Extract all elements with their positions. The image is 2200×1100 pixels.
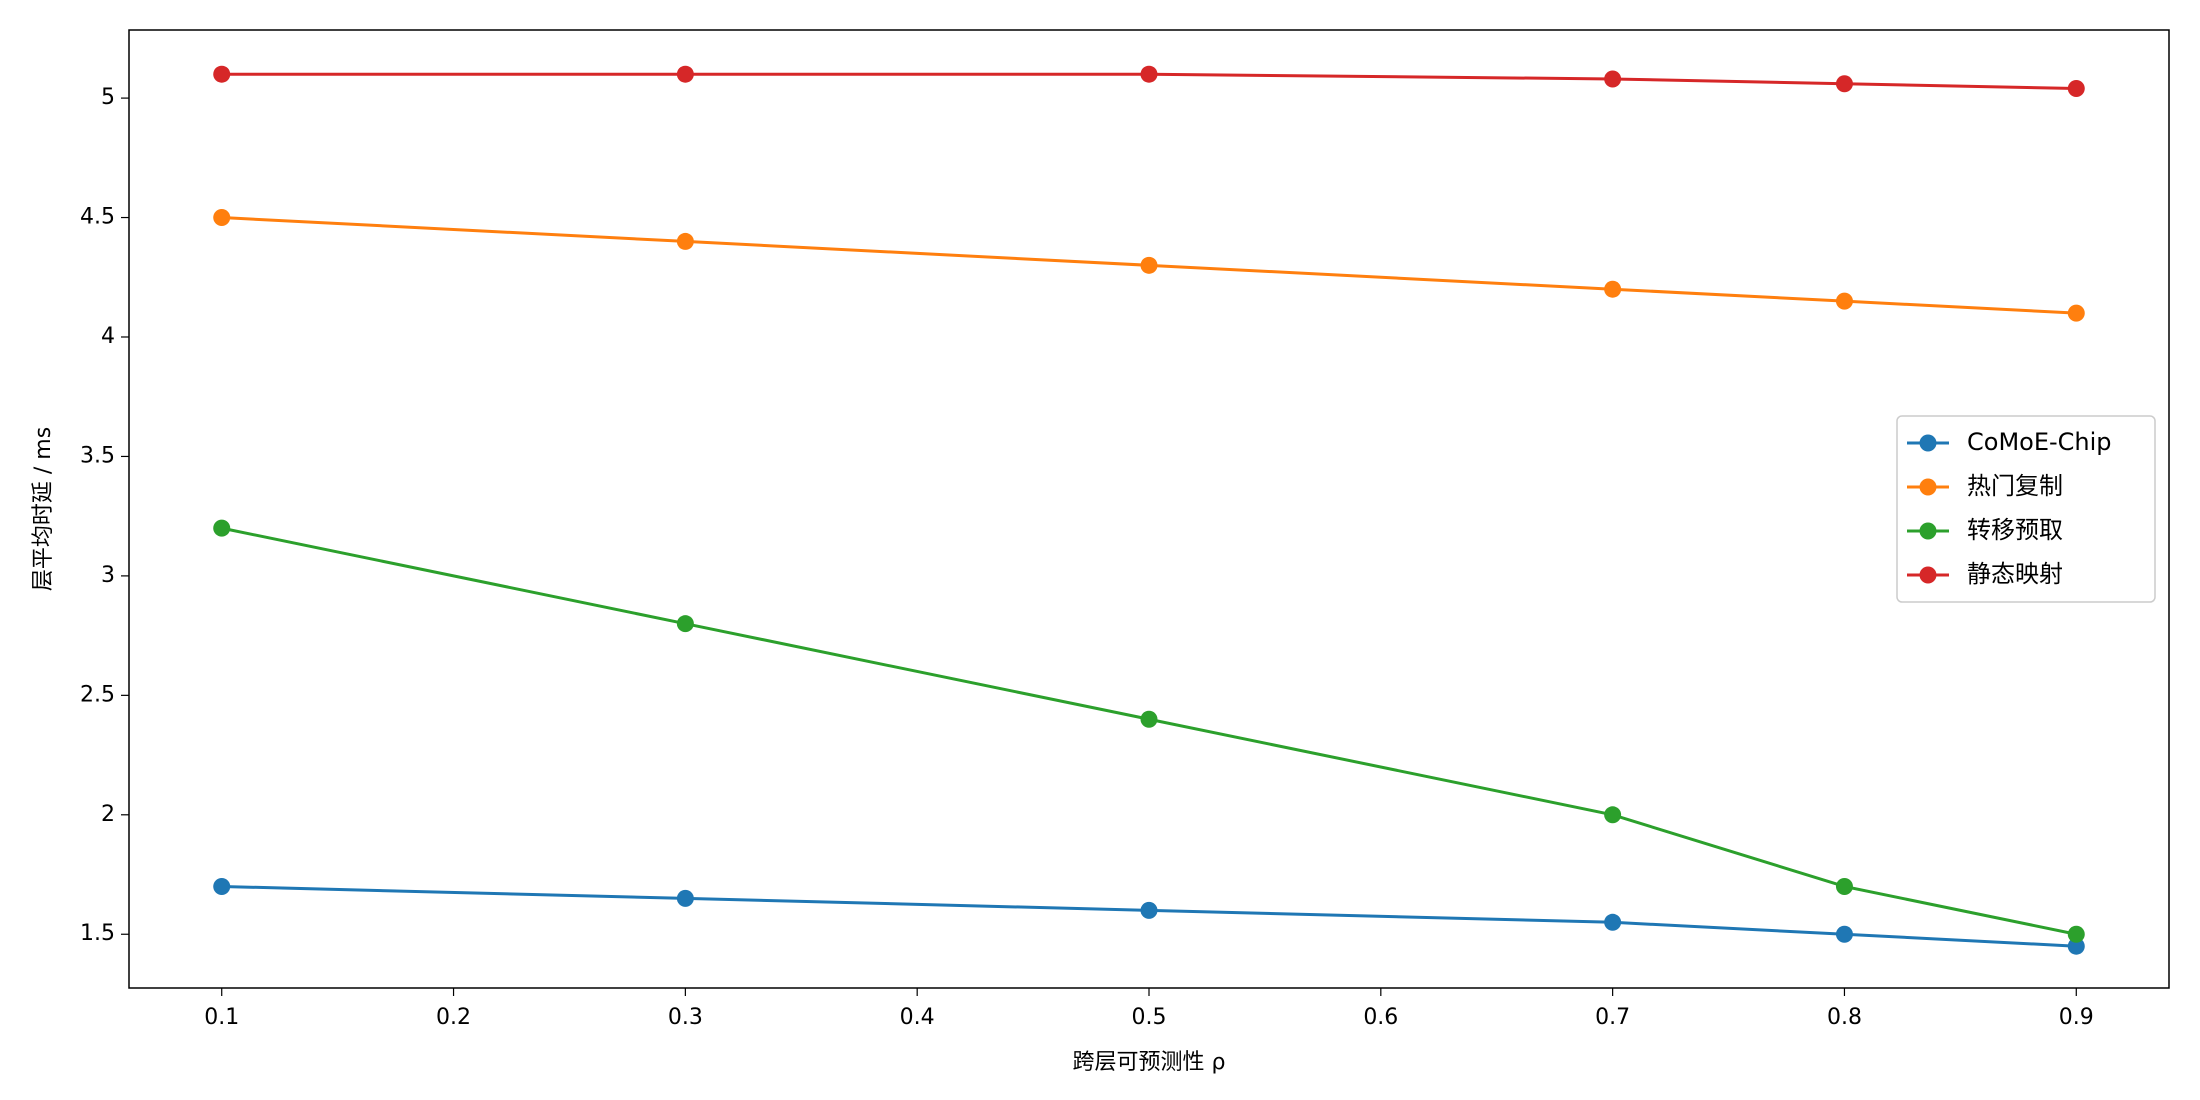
point <box>676 65 694 83</box>
series-line <box>221 884 2077 948</box>
point <box>1835 292 1853 310</box>
legend-marker <box>1919 566 1937 584</box>
point <box>1604 806 1622 824</box>
legend-label: 热门复制 <box>1967 472 2063 500</box>
y-tick-label: 4.5 <box>80 205 115 230</box>
point <box>213 877 231 895</box>
point <box>2067 925 2085 943</box>
y-tick-label: 2 <box>101 802 115 827</box>
point <box>676 889 694 907</box>
point <box>1835 925 1853 943</box>
point <box>1604 280 1622 298</box>
point <box>676 615 694 633</box>
y-tick-label: 2.5 <box>80 682 115 707</box>
point <box>1604 913 1622 931</box>
legend-marker <box>1919 478 1937 496</box>
legend-box <box>1896 415 2156 603</box>
x-tick-label: 0.5 <box>1132 1005 1167 1030</box>
x-tick-label: 0.8 <box>1827 1005 1862 1030</box>
x-tick-label: 0.2 <box>436 1005 471 1030</box>
legend-marker <box>1919 434 1937 452</box>
point <box>2067 80 2085 98</box>
x-axis-label: 跨层可预测性 ρ <box>1073 1050 1226 1075</box>
x-tick-label: 0.6 <box>1363 1005 1398 1030</box>
series-line <box>221 526 2077 936</box>
x-tick-label: 0.7 <box>1595 1005 1630 1030</box>
x-tick-label: 0.3 <box>668 1005 703 1030</box>
y-tick-label: 3 <box>101 563 115 588</box>
point <box>1140 710 1158 728</box>
plot-frame <box>128 29 2170 989</box>
y-tick-label: 4 <box>101 324 115 349</box>
point <box>213 209 231 227</box>
point <box>676 232 694 250</box>
point <box>1140 256 1158 274</box>
legend-label: CoMoE-Chip <box>1967 428 2112 456</box>
series-line <box>221 216 2077 315</box>
point <box>1604 70 1622 88</box>
x-tick-label: 0.9 <box>2059 1005 2094 1030</box>
point <box>2067 937 2085 955</box>
point <box>1835 75 1853 93</box>
legend-label: 转移预取 <box>1967 516 2063 544</box>
point <box>213 519 231 537</box>
y-tick-label: 1.5 <box>80 921 115 946</box>
point <box>1140 65 1158 83</box>
series-line <box>221 72 2077 91</box>
point <box>1835 877 1853 895</box>
y-tick-label: 3.5 <box>80 443 115 468</box>
point <box>2067 304 2085 322</box>
legend-marker <box>1919 522 1937 540</box>
x-tick-label: 0.4 <box>900 1005 935 1030</box>
legend-label: 静态映射 <box>1967 560 2063 588</box>
y-axis-label: 层平均时延 / ms <box>31 427 56 591</box>
y-tick-label: 5 <box>101 85 115 110</box>
point <box>213 65 231 83</box>
x-tick-label: 0.1 <box>204 1005 239 1030</box>
point <box>1140 901 1158 919</box>
